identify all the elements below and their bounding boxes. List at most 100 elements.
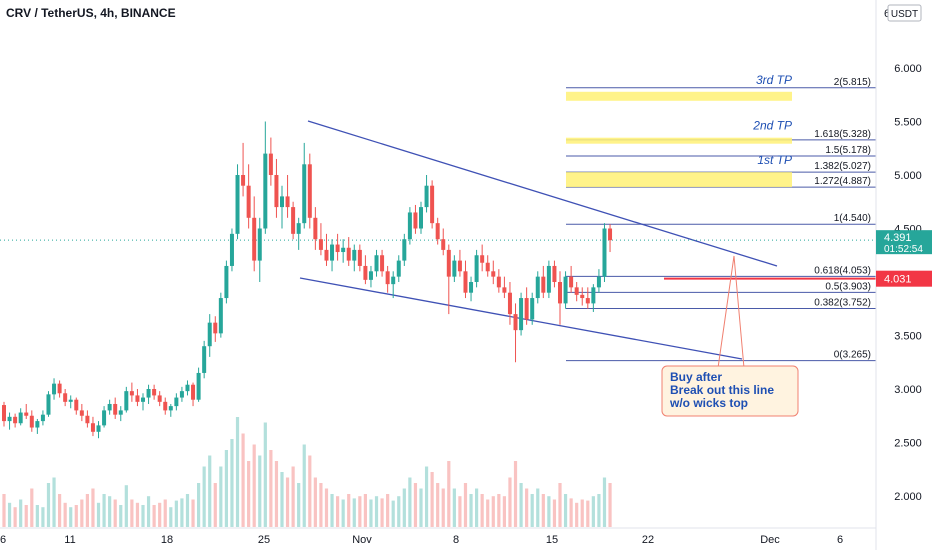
candle-body [318,239,323,250]
volume-bar [424,466,429,527]
candle-body [74,399,79,411]
volume-bar [35,505,39,527]
candle-body [68,399,73,402]
candle-body [129,391,134,396]
volume-bar [408,477,412,527]
volume-bar [135,502,140,527]
volume-bar [597,494,601,527]
target-zone [566,137,792,144]
fib-level-label: 0(3.265) [834,350,871,361]
volume-bar [274,461,279,527]
volume-bar [146,496,151,527]
target-zone-label: 1st TP [757,153,792,167]
volume-bar [391,500,395,527]
target-zones: 1st TP 2nd TP 3rd TP [566,73,792,188]
time-tick-label: 8 [453,534,459,546]
candle-body [13,416,18,424]
fib-level-label: 1.5(5.178) [825,145,871,156]
candle-body [491,271,496,277]
candle-body [296,223,301,234]
volume-bar [280,472,284,527]
candle-body [407,212,412,240]
candle-body [113,403,118,415]
candle-body [591,287,596,304]
volume-bar [69,507,73,527]
time-tick-label: 6 [837,534,843,546]
time-tick-label: 15 [546,534,558,546]
price-tick-label: 2.000 [894,491,922,503]
candle-body [430,185,435,224]
candle-body [229,233,234,266]
candle-body [507,292,512,315]
candle-body [191,384,196,400]
volume-bar [324,488,329,527]
fib-level-label: 1.618(5.328) [814,129,871,140]
time-axis[interactable]: 6 11 18 25 Nov 8 15 22 Dec 6 [0,534,843,546]
candle-body [513,314,518,331]
volume-bar [447,461,451,527]
price-countdown: 01:52:54 [884,244,923,255]
candle-body [185,384,190,392]
volume-bar [347,494,351,527]
volume-bar [291,466,295,527]
volume-bar [219,466,223,527]
candle-body [307,164,312,218]
candle-body [107,403,112,411]
candle-body [235,175,240,234]
volume-bar [2,494,6,527]
candle-body [485,262,490,272]
volume-bar [313,477,317,527]
candle-body [574,287,579,295]
candle-body [163,401,168,411]
price-tick-label: 6 [884,8,890,20]
fib-level-label: 0.618(4.053) [814,265,871,276]
candle-body [90,423,95,432]
candle-body [196,372,201,400]
candle-body [341,247,346,253]
candle-body [402,239,407,261]
candle-body [324,249,329,261]
volume-bar [235,417,240,527]
candle-body [585,298,590,304]
currency-badge[interactable] [887,4,922,22]
volume-bar [163,499,167,527]
volume-bar [152,505,156,527]
fib-level-label: 0.5(3.903) [825,281,871,292]
volume-bar [519,483,523,527]
candle-body [535,276,540,299]
candle-body [391,276,396,285]
candle-body [291,207,296,234]
candle-body [563,276,568,304]
candle-body [413,212,418,229]
candle-body [457,260,462,272]
volume-bar [530,494,534,527]
candle-body [374,255,379,272]
volume-bar [402,488,406,527]
volume-bar [580,499,584,527]
candle-body [57,383,62,394]
candle-body [541,276,546,293]
candle-body [241,175,246,186]
candle-body [35,421,40,428]
candle-body [285,196,290,208]
annotation-text: w/o wicks top [669,396,748,410]
volume-bar [263,422,267,527]
volume-bar [85,494,89,527]
volume-bar [436,483,440,527]
candle-body [302,164,307,224]
volume-bar [124,485,128,527]
volume-bar [63,502,67,527]
volume-bar [569,498,573,527]
volume-bar [441,488,445,527]
candles [2,121,613,439]
price-tick-label: 5.500 [894,117,922,129]
volume-bar [330,494,334,527]
price-scale[interactable]: 2.0002.5003.0003.5004.0004.5005.0005.500… [876,8,932,503]
fib-level-label: 0.382(3.752) [814,298,871,309]
volume-bar [7,502,12,527]
volume-bar [319,483,323,527]
volume-bar [558,483,562,527]
candle-body [569,276,574,288]
